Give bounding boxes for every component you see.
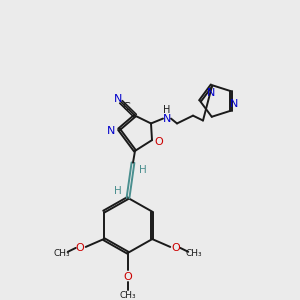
Text: CH₃: CH₃: [120, 291, 136, 300]
Text: O: O: [154, 137, 164, 147]
Text: H: H: [163, 105, 171, 115]
Text: O: O: [172, 243, 181, 253]
Text: O: O: [75, 243, 84, 253]
Text: H: H: [139, 166, 147, 176]
Text: C: C: [122, 102, 130, 112]
Text: N: N: [230, 99, 238, 109]
Text: CH₃: CH₃: [53, 249, 70, 258]
Text: N: N: [163, 114, 171, 124]
Text: N: N: [114, 94, 122, 104]
Text: N: N: [207, 88, 215, 98]
Text: N: N: [107, 126, 115, 136]
Text: CH₃: CH₃: [186, 249, 202, 258]
Text: H: H: [114, 186, 122, 196]
Text: O: O: [124, 272, 132, 282]
